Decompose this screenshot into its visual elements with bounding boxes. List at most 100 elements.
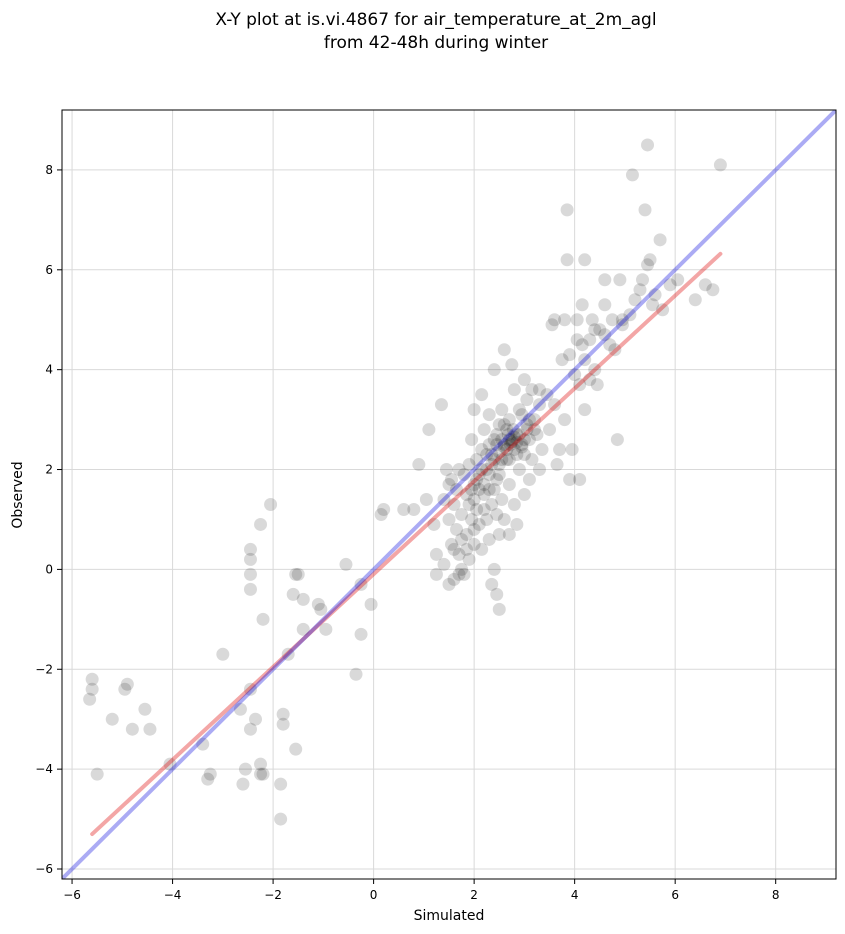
data-point bbox=[339, 557, 353, 571]
plot-frame bbox=[61, 109, 837, 880]
data-point bbox=[482, 532, 496, 546]
data-point bbox=[501, 428, 515, 442]
data-point bbox=[319, 622, 333, 636]
data-point bbox=[354, 577, 368, 591]
x-tick-label: −4 bbox=[164, 888, 182, 902]
x-axis-label: Simulated bbox=[414, 908, 485, 924]
data-point bbox=[585, 313, 599, 327]
data-point bbox=[475, 443, 489, 457]
data-point bbox=[274, 777, 288, 791]
data-point bbox=[512, 428, 526, 442]
data-point bbox=[500, 423, 514, 437]
data-point bbox=[500, 443, 514, 457]
data-point bbox=[522, 433, 536, 447]
reference-lines bbox=[62, 110, 836, 879]
data-point bbox=[236, 777, 250, 791]
data-point bbox=[583, 333, 597, 347]
x-axis-ticks: −6 −4 −2 0 2 4 6 8 bbox=[63, 879, 780, 902]
data-point bbox=[472, 517, 486, 531]
data-point bbox=[289, 742, 303, 756]
data-point bbox=[243, 567, 257, 581]
data-point bbox=[256, 767, 270, 781]
data-point bbox=[465, 483, 479, 497]
data-point bbox=[495, 453, 509, 467]
data-point bbox=[603, 338, 617, 352]
data-point bbox=[477, 423, 491, 437]
data-point bbox=[578, 253, 592, 267]
data-point bbox=[377, 502, 391, 516]
data-point bbox=[477, 488, 491, 501]
data-point bbox=[583, 373, 597, 387]
data-point bbox=[256, 612, 270, 626]
data-point bbox=[593, 323, 607, 337]
data-point bbox=[460, 527, 474, 541]
data-point bbox=[143, 722, 157, 736]
data-point bbox=[462, 552, 476, 566]
data-point bbox=[296, 622, 310, 636]
data-point bbox=[671, 273, 685, 287]
y-axis-ticks: −6 −4 −2 0 2 4 6 8 bbox=[35, 163, 62, 876]
data-point bbox=[520, 423, 534, 437]
data-point bbox=[233, 702, 247, 716]
data-point bbox=[445, 537, 459, 551]
y-tick-label: −6 bbox=[35, 862, 53, 876]
data-point bbox=[512, 463, 526, 477]
data-point bbox=[641, 138, 655, 152]
data-point bbox=[502, 527, 516, 541]
data-point bbox=[216, 647, 230, 661]
data-point bbox=[575, 298, 589, 312]
data-point bbox=[254, 517, 268, 531]
regression-fit-line bbox=[90, 251, 723, 837]
data-point bbox=[517, 373, 531, 387]
data-point bbox=[638, 203, 652, 217]
data-point bbox=[465, 433, 479, 447]
data-point bbox=[502, 433, 516, 447]
one-to-one-line bbox=[62, 110, 836, 879]
data-point bbox=[475, 542, 489, 556]
data-point bbox=[502, 413, 516, 427]
data-point bbox=[610, 433, 624, 447]
data-point bbox=[502, 478, 516, 492]
data-point bbox=[492, 458, 506, 472]
x-tick-label: 2 bbox=[470, 888, 478, 902]
data-point bbox=[643, 253, 657, 267]
x-tick-label: 8 bbox=[772, 888, 780, 902]
data-point bbox=[118, 682, 132, 696]
data-point bbox=[598, 328, 612, 342]
data-point bbox=[515, 438, 529, 452]
data-point bbox=[475, 388, 489, 402]
x-tick-label: −6 bbox=[63, 888, 81, 902]
data-point bbox=[573, 473, 587, 487]
data-point bbox=[563, 348, 577, 362]
data-point bbox=[434, 398, 448, 412]
data-point bbox=[485, 577, 499, 591]
data-point bbox=[311, 597, 325, 611]
data-point bbox=[291, 567, 305, 581]
data-point bbox=[457, 468, 471, 482]
data-point bbox=[264, 497, 278, 511]
data-point bbox=[482, 468, 496, 482]
y-tick-label: 6 bbox=[45, 263, 53, 277]
data-point bbox=[507, 443, 521, 457]
data-point bbox=[243, 552, 257, 566]
data-point bbox=[522, 413, 536, 427]
data-point bbox=[457, 567, 471, 581]
data-point bbox=[636, 273, 649, 287]
data-point bbox=[656, 303, 670, 317]
data-point bbox=[520, 418, 534, 432]
data-point bbox=[480, 463, 494, 477]
data-point bbox=[532, 463, 546, 477]
data-point bbox=[558, 413, 572, 427]
y-tick-label: −2 bbox=[35, 662, 53, 676]
y-tick-label: 8 bbox=[45, 163, 53, 177]
data-point bbox=[482, 438, 496, 452]
y-tick-label: 2 bbox=[45, 463, 53, 477]
data-point bbox=[480, 448, 494, 462]
data-point bbox=[535, 443, 549, 457]
data-point bbox=[470, 502, 484, 516]
data-point bbox=[470, 453, 484, 467]
data-point bbox=[548, 313, 562, 327]
data-point bbox=[120, 677, 134, 691]
data-point bbox=[447, 497, 461, 511]
data-point bbox=[407, 502, 421, 516]
